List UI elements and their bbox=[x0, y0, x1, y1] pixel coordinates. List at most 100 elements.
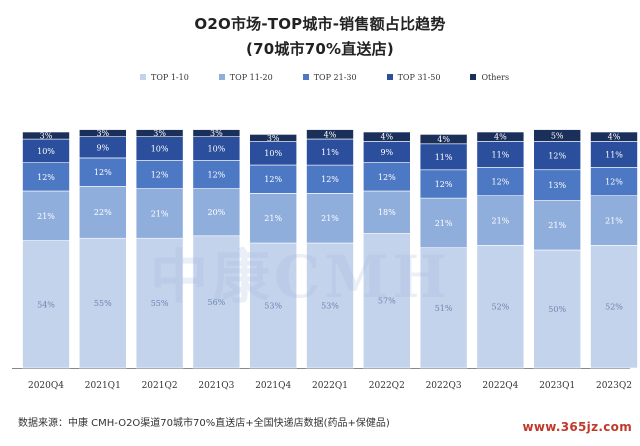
bar-segment bbox=[192, 188, 241, 237]
data-label: 55% bbox=[94, 299, 112, 308]
data-label: 10% bbox=[37, 147, 55, 156]
data-label: 22% bbox=[94, 208, 112, 217]
data-label: 54% bbox=[37, 300, 55, 309]
data-label: 21% bbox=[151, 209, 169, 218]
legend-swatch bbox=[140, 74, 146, 80]
data-label: 11% bbox=[492, 150, 510, 159]
data-label: 4% bbox=[380, 133, 393, 142]
data-label: 21% bbox=[492, 217, 510, 226]
data-label: 11% bbox=[321, 148, 339, 157]
data-label: 12% bbox=[548, 152, 566, 161]
legend-swatch bbox=[218, 74, 225, 80]
x-tick-label: 2021Q4 bbox=[255, 381, 291, 391]
data-label: 57% bbox=[378, 297, 396, 306]
legend-swatch bbox=[386, 74, 393, 80]
legend-item: TOP 31-50 bbox=[386, 72, 441, 82]
data-label: 21% bbox=[548, 221, 566, 230]
site-watermark: www.365jz.com bbox=[522, 420, 632, 434]
legend-item: TOP 1-10 bbox=[140, 73, 189, 82]
bar-segment bbox=[533, 169, 582, 201]
data-label: 10% bbox=[151, 145, 169, 154]
bar-segment bbox=[22, 240, 70, 369]
data-label: 20% bbox=[208, 208, 226, 217]
data-label: 12% bbox=[378, 173, 396, 182]
legend-label: TOP 1-10 bbox=[151, 72, 189, 82]
data-label: 3% bbox=[267, 134, 280, 143]
legend: TOP 1-10 TOP 11-20 TOP 21-30 TOP 31-50 Other… bbox=[140, 70, 539, 84]
data-label: 53% bbox=[321, 302, 339, 311]
bar-segment bbox=[249, 193, 297, 244]
data-label: 4% bbox=[324, 130, 337, 139]
data-label: 11% bbox=[605, 150, 623, 159]
x-tick-label: 2022Q2 bbox=[369, 381, 405, 391]
legend-label: TOP 21-30 bbox=[313, 72, 357, 82]
data-label: 12% bbox=[605, 178, 623, 187]
bar-segment bbox=[22, 190, 70, 241]
x-tick-label: 2022Q3 bbox=[426, 381, 462, 391]
bar-segment bbox=[306, 242, 354, 369]
data-label: 12% bbox=[151, 171, 169, 180]
bar-segment bbox=[192, 129, 241, 138]
data-label: 9% bbox=[96, 143, 109, 152]
x-tick-label: 2021Q2 bbox=[142, 381, 178, 391]
bar-segment bbox=[306, 164, 354, 194]
data-label: 4% bbox=[608, 133, 621, 142]
data-label: 3% bbox=[153, 129, 166, 138]
bar-segment bbox=[590, 131, 638, 142]
legend-item: TOP 21-30 bbox=[302, 72, 357, 82]
bar-segment bbox=[306, 193, 354, 244]
bar-segment bbox=[79, 237, 127, 369]
data-label: 9% bbox=[380, 148, 393, 157]
legend-item: Others bbox=[470, 73, 509, 82]
data-label: 51% bbox=[435, 304, 453, 313]
bar-segment bbox=[476, 131, 525, 142]
bar-segment bbox=[533, 249, 582, 369]
data-label: 18% bbox=[378, 208, 396, 217]
chart-title: O2O市场-TOP城市-销售额占比趋势 bbox=[194, 15, 446, 33]
bar-segment bbox=[135, 129, 184, 138]
data-label: 12% bbox=[435, 180, 453, 189]
bar-segment bbox=[192, 235, 241, 369]
bar-segment bbox=[192, 160, 241, 189]
bar-segment bbox=[419, 247, 468, 369]
x-tick-label: 2022Q4 bbox=[482, 381, 518, 391]
x-tick-label: 2023Q2 bbox=[596, 381, 632, 391]
x-tick-label: 2021Q3 bbox=[198, 381, 234, 391]
bar-segment bbox=[590, 245, 638, 369]
data-label: 5% bbox=[551, 132, 564, 141]
data-label: 11% bbox=[435, 153, 453, 162]
bar-segment bbox=[306, 138, 354, 166]
bar-segment bbox=[249, 164, 297, 194]
bar-segment bbox=[306, 129, 354, 140]
data-label: 12% bbox=[208, 171, 226, 180]
legend-label: Others bbox=[481, 72, 510, 82]
data-label: 12% bbox=[321, 175, 339, 184]
data-label: 53% bbox=[264, 302, 282, 311]
bar-segment bbox=[249, 242, 297, 369]
bar-segment bbox=[476, 195, 525, 246]
x-tick-label: 2023Q1 bbox=[539, 381, 575, 391]
data-label: 21% bbox=[321, 214, 339, 223]
data-label: 12% bbox=[264, 175, 282, 184]
bar-segment bbox=[476, 167, 525, 196]
bar-segment bbox=[362, 233, 411, 369]
bar-segment bbox=[419, 134, 468, 145]
data-label: 21% bbox=[264, 214, 282, 223]
legend-label: TOP 11-20 bbox=[229, 72, 273, 82]
data-label: 55% bbox=[151, 299, 169, 308]
bar-segment bbox=[362, 162, 411, 192]
source-note: 数据来源：中康 CMH-O2O渠道70城市70%直送店+全国快递店数据(药品+保… bbox=[18, 418, 390, 429]
data-label: 52% bbox=[492, 303, 510, 312]
x-tick-label: 2021Q1 bbox=[85, 381, 121, 391]
bar-segment bbox=[476, 245, 525, 369]
data-label: 21% bbox=[37, 212, 55, 221]
bar-segment bbox=[590, 167, 638, 196]
data-label: 3% bbox=[210, 129, 223, 138]
data-label: 12% bbox=[37, 173, 55, 182]
legend-label: TOP 31-50 bbox=[397, 72, 441, 82]
data-label: 13% bbox=[548, 181, 566, 190]
data-label: 4% bbox=[494, 133, 507, 142]
legend-swatch bbox=[470, 74, 477, 80]
data-label: 21% bbox=[435, 219, 453, 228]
